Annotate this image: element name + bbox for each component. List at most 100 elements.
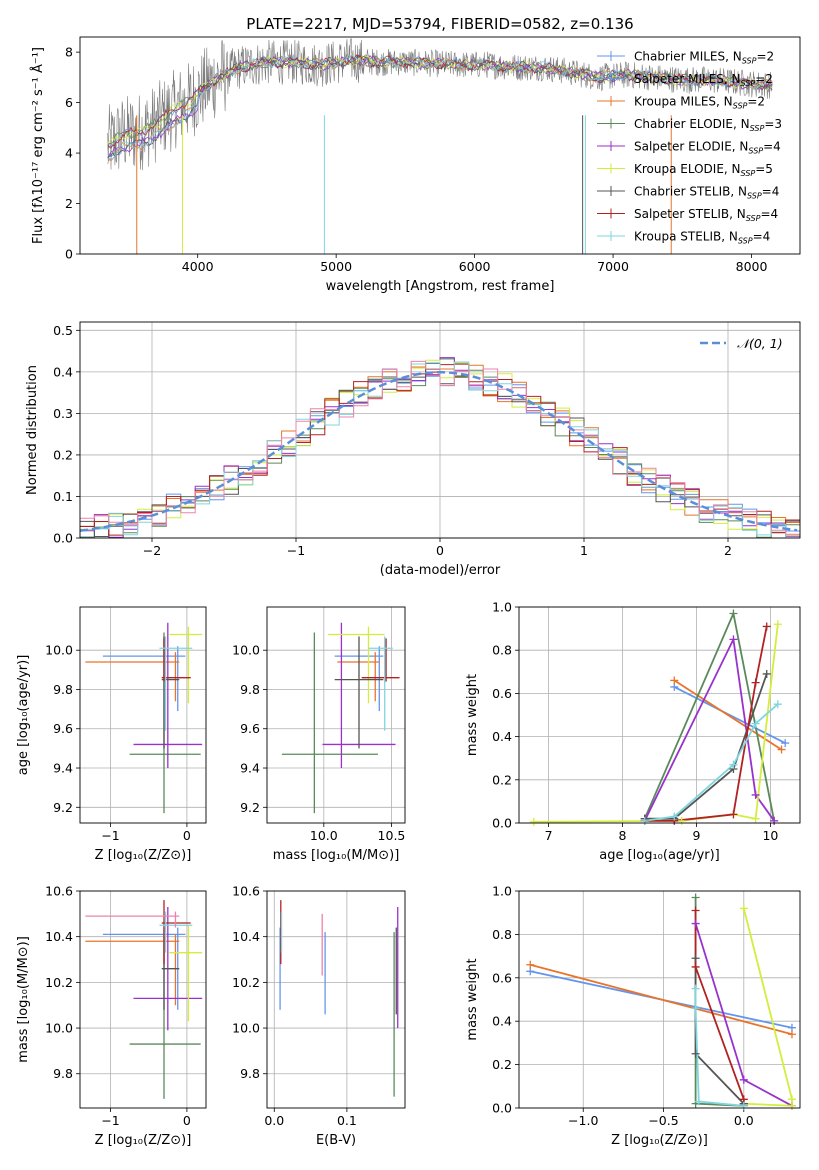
series-marker	[787, 1101, 796, 1110]
x-tick-label: 5000	[320, 259, 352, 274]
series-marker	[773, 620, 782, 629]
series-marker	[677, 816, 686, 825]
y-tick-label: 10.2	[45, 975, 73, 990]
x-tick-label: 0	[436, 543, 444, 558]
axes-frame	[518, 606, 801, 824]
axes-frame	[79, 36, 801, 255]
legend-label: Kroupa ELODIE, NSSP=5	[634, 162, 773, 178]
legend-label: Chabrier MILES, NSSP=2	[634, 50, 774, 66]
y-tick-label: 0.4	[492, 1014, 512, 1029]
plot-content-mass_ebv	[279, 900, 399, 1097]
plot-content-age_Z	[85, 622, 203, 814]
series-marker	[691, 954, 700, 963]
axes-frame	[518, 890, 801, 1109]
legend-label: Kroupa STELIB, NSSP=4	[634, 230, 770, 246]
x-tick-label: −1.0	[568, 1113, 598, 1128]
x-axis-label: Z [log₁₀(Z/Z⊙)]	[611, 1133, 708, 1148]
model-spectrum-8	[107, 53, 773, 164]
series-marker	[691, 1049, 700, 1058]
series-line-4	[742, 908, 793, 1107]
histogram-8	[80, 360, 800, 535]
y-tick-label: 9.4	[53, 761, 73, 776]
y-tick-label: 1.0	[492, 884, 512, 899]
y-tick-label: 0.3	[53, 406, 73, 421]
series-marker	[762, 622, 771, 631]
model-spectrum-6	[107, 54, 773, 158]
plot-content-mw_age	[533, 610, 786, 823]
axes-frame	[79, 606, 207, 824]
x-tick-label: 0	[183, 828, 191, 843]
y-tick-label: 8	[65, 45, 73, 60]
x-tick-label: 1	[580, 543, 588, 558]
series-marker	[762, 669, 771, 678]
legend-gaussian-label: 𝒩(0, 1)	[737, 336, 783, 351]
legend-label: Salpeter MILES, NSSP=2	[634, 72, 773, 88]
point-7	[159, 636, 193, 731]
x-tick-label: 0.0	[264, 1113, 284, 1128]
legend-label: Kroupa MILES, NSSP=2	[634, 95, 765, 111]
x-tick-label: 7	[545, 828, 553, 843]
series-marker	[526, 960, 535, 969]
plot-residuals: −2 −1 0 1 2 0.0 0.1 0.2 0.3 0.4 0.5 (data-model)/er…	[25, 321, 801, 578]
legend-spectrum: Chabrier MILES, NSSP=2 Salpeter MILES, NS…	[597, 50, 782, 246]
series-marker	[694, 1097, 703, 1106]
x-axis-label: age [log₁₀(age/yr)]	[599, 848, 720, 863]
point-3	[133, 622, 203, 769]
x-tick-label: 10	[762, 828, 778, 843]
y-tick-label: 9.6	[240, 721, 260, 736]
y-tick-label: 6	[65, 95, 73, 110]
x-tick-label: 10.5	[378, 828, 406, 843]
x-tick-label: 0.0	[734, 1113, 754, 1128]
y-tick-label: 0.4	[492, 729, 512, 744]
series-marker	[670, 676, 679, 685]
point-4	[169, 626, 203, 704]
y-tick-label: 10.0	[232, 1021, 260, 1036]
point-6	[161, 638, 191, 682]
y-tick-label: 0.2	[492, 772, 512, 787]
x-tick-label: −0.5	[648, 1113, 678, 1128]
x-axis-label: wavelength [Angstrom, rest frame]	[326, 279, 555, 294]
point-2	[129, 936, 201, 1099]
series-marker	[691, 919, 700, 928]
y-tick-label: 9.8	[53, 682, 73, 697]
y-tick-label: 10.0	[232, 643, 260, 658]
series-marker	[529, 817, 538, 826]
y-tick-label: 0.8	[492, 643, 512, 658]
y-tick-label: 0.0	[53, 531, 73, 546]
figure-title: PLATE=2217, MJD=53794, FIBERID=0582, z=0…	[246, 15, 633, 33]
x-tick-label: 7000	[597, 259, 629, 274]
x-tick-label: 9	[692, 828, 700, 843]
plot-mass_Z: −1 0 9.8 10.0 10.2 10.4 10.6 Z [log₁₀(Z/Z⊙)] mas…	[16, 884, 207, 1148]
series-marker	[691, 893, 700, 902]
series-marker	[781, 739, 790, 748]
y-tick-label: 10.4	[45, 929, 73, 944]
y-tick-label: 2	[65, 196, 73, 211]
plot-age_mass: 10.0 10.5 9.2 9.4 9.6 9.8 10.0 mass [log₁₀(M/M⊙…	[232, 606, 406, 863]
y-tick-label: 9.8	[240, 1066, 260, 1081]
axes-frame	[79, 321, 801, 539]
x-tick-label: 8	[619, 828, 627, 843]
series-line-3	[643, 636, 775, 822]
legend-label: Chabrier ELODIE, NSSP=3	[634, 117, 782, 133]
y-axis-label: mass weight	[465, 674, 480, 756]
y-tick-label: 0.4	[53, 364, 73, 379]
series-marker	[729, 760, 738, 769]
x-axis-label: (data-model)/error	[380, 563, 501, 578]
y-tick-label: 9.6	[53, 721, 73, 736]
series-marker	[691, 906, 700, 915]
series-marker	[729, 609, 738, 618]
plot-mw_Z: −1.0 −0.5 0.0 0.0 0.2 0.4 0.6 0.8 1.0 Z [log₁₀(Z/…	[465, 884, 801, 1148]
series-line-7	[694, 988, 744, 1107]
x-tick-label: 6000	[459, 259, 491, 274]
series-marker	[777, 745, 786, 754]
plot-content-residuals	[80, 357, 800, 538]
series-marker	[751, 814, 760, 823]
x-tick-label: −2	[143, 543, 161, 558]
series-line-1	[673, 679, 782, 751]
series-marker	[691, 1004, 700, 1013]
x-tick-label: 8000	[736, 259, 768, 274]
series-marker	[770, 816, 779, 825]
series-marker	[751, 790, 760, 799]
x-tick-label: 0	[183, 1113, 191, 1128]
